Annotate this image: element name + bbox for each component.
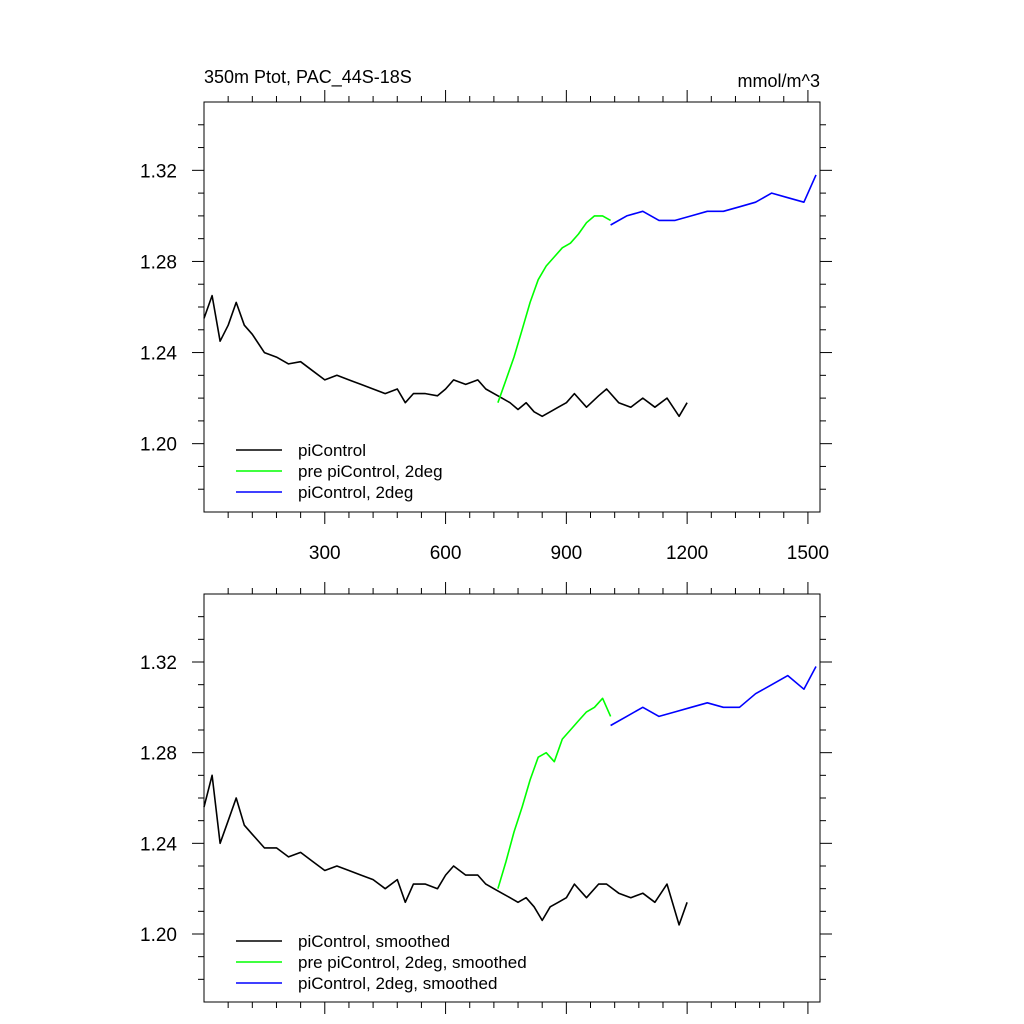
chart-title: 350m Ptot, PAC_44S-18S <box>204 67 412 88</box>
panel-top: 300 600 900 1200 1500 1.20 1.24 1.28 1.32 piContr… <box>140 90 832 564</box>
legend-label: pre piControl, 2deg <box>298 462 443 481</box>
y-tick-label: 1.32 <box>140 161 177 182</box>
y-tick-label: 1.28 <box>140 744 177 765</box>
x-tick-label: 1500 <box>787 543 829 564</box>
series-line <box>203 294 688 418</box>
plot-frame <box>203 593 821 1003</box>
x-tick-label: 600 <box>430 543 462 564</box>
series-line <box>497 697 612 889</box>
x-tick-label: 900 <box>551 543 583 564</box>
y-tick-label: 1.28 <box>140 252 177 273</box>
legend-label: piControl, smoothed <box>298 932 450 951</box>
legend-label: piControl <box>298 441 366 460</box>
panel-bottom: 1.20 1.24 1.28 1.32 piControl, smoothed pre p… <box>140 582 832 1014</box>
y-tick-label: 1.24 <box>140 834 177 855</box>
plot-frame <box>203 101 821 513</box>
legend-label: piControl, 2deg, smoothed <box>298 974 497 993</box>
series-line <box>610 174 817 226</box>
x-tick-label: 300 <box>309 543 341 564</box>
series-line <box>203 774 688 926</box>
series-line <box>497 215 611 403</box>
legend-label: pre piControl, 2deg, smoothed <box>298 953 527 972</box>
y-tick-label: 1.20 <box>140 925 177 946</box>
y-tick-label: 1.20 <box>140 435 177 456</box>
units-label: mmol/m^3 <box>738 71 820 91</box>
y-tick-label: 1.24 <box>140 344 177 365</box>
legend-label: piControl, 2deg <box>298 483 413 502</box>
series-line <box>610 666 817 727</box>
y-tick-label: 1.32 <box>140 653 177 674</box>
x-tick-label: 1200 <box>666 543 708 564</box>
